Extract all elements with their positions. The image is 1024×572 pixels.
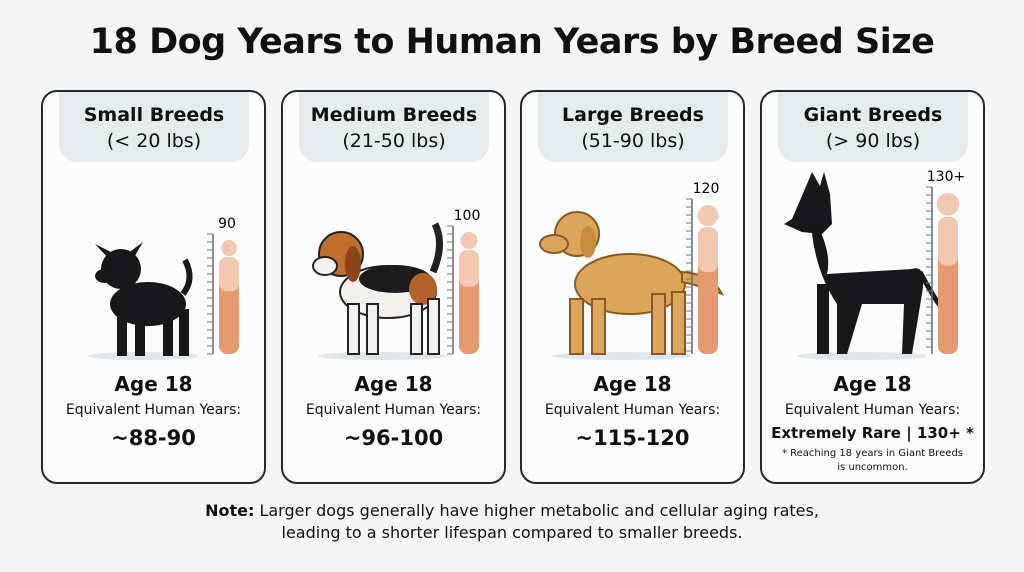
weight-range: (< 20 lbs) — [106, 130, 202, 152]
scale-label: 120 — [693, 181, 720, 197]
weight-range: (51-90 lbs) — [581, 130, 685, 152]
age: Age 18 — [354, 372, 433, 396]
age: Age 18 — [593, 372, 672, 396]
age: Age 18 — [833, 372, 912, 396]
illustration: 100 — [312, 208, 481, 360]
breed-name: Medium Breeds — [310, 104, 478, 126]
equiv-label: Equivalent Human Years: — [544, 402, 721, 418]
equiv-years: Extremely Rare | 130+ * — [771, 424, 974, 442]
equiv-years: ~96-100 — [343, 426, 444, 450]
human-head — [221, 240, 237, 256]
equiv-label: Equivalent Human Years: — [305, 402, 482, 418]
illustration: 90 — [88, 216, 239, 360]
weight-range: (> 90 lbs) — [825, 130, 921, 152]
equiv-label: Equivalent Human Years: — [784, 402, 961, 418]
card-header: Large Breeds (51-90 lbs) — [538, 92, 728, 162]
breed-name: Giant Breeds — [803, 104, 943, 126]
human-head — [697, 205, 719, 226]
card: Large Breeds (51-90 lbs) 120 Age 18 Equiv… — [520, 90, 745, 484]
card-header: Giant Breeds (> 90 lbs) — [778, 92, 968, 162]
footnote: * Reaching 18 years in Giant Breeds — [781, 448, 964, 459]
note-text: Larger dogs generally have higher metabo… — [259, 501, 819, 520]
illustration: 120 — [539, 181, 725, 360]
card: Giant Breeds (> 90 lbs) 130+ Age 18 Equiv… — [760, 90, 985, 484]
human-upper — [459, 250, 479, 287]
equiv-label: Equivalent Human Years: — [65, 402, 242, 418]
title: 18 Dog Years to Human Years by Breed Siz… — [89, 22, 935, 62]
weight-range: (21-50 lbs) — [342, 130, 446, 152]
illustration: 130+ — [784, 169, 965, 360]
scale-label: 100 — [454, 208, 481, 224]
note: Note: Larger dogs generally have higher … — [0, 500, 1024, 544]
card: Small Breeds (< 20 lbs) 90 Age 18 Equival… — [41, 90, 266, 484]
human-upper — [219, 257, 239, 292]
card-header: Medium Breeds (21-50 lbs) — [299, 92, 489, 162]
footnote: is uncommon. — [837, 462, 908, 473]
scale-label: 130+ — [927, 169, 965, 185]
breed-name: Large Breeds — [562, 104, 704, 126]
card-header: Small Breeds (< 20 lbs) — [59, 92, 249, 162]
human-upper — [698, 227, 718, 273]
breed-name: Small Breeds — [83, 104, 225, 126]
human-head — [460, 232, 478, 250]
card: Medium Breeds (21-50 lbs) 100 Age 18 Equi… — [281, 90, 506, 484]
age: Age 18 — [114, 372, 193, 396]
equiv-years: ~88-90 — [111, 426, 196, 450]
note-label: Note: — [205, 501, 255, 520]
equiv-years: ~115-120 — [575, 426, 690, 450]
human-head — [936, 193, 960, 216]
note-line: leading to a shorter lifespan compared t… — [281, 523, 743, 542]
human-upper — [938, 217, 958, 266]
note-line: Note: Larger dogs generally have higher … — [0, 500, 1024, 522]
scale-label: 90 — [218, 216, 236, 232]
